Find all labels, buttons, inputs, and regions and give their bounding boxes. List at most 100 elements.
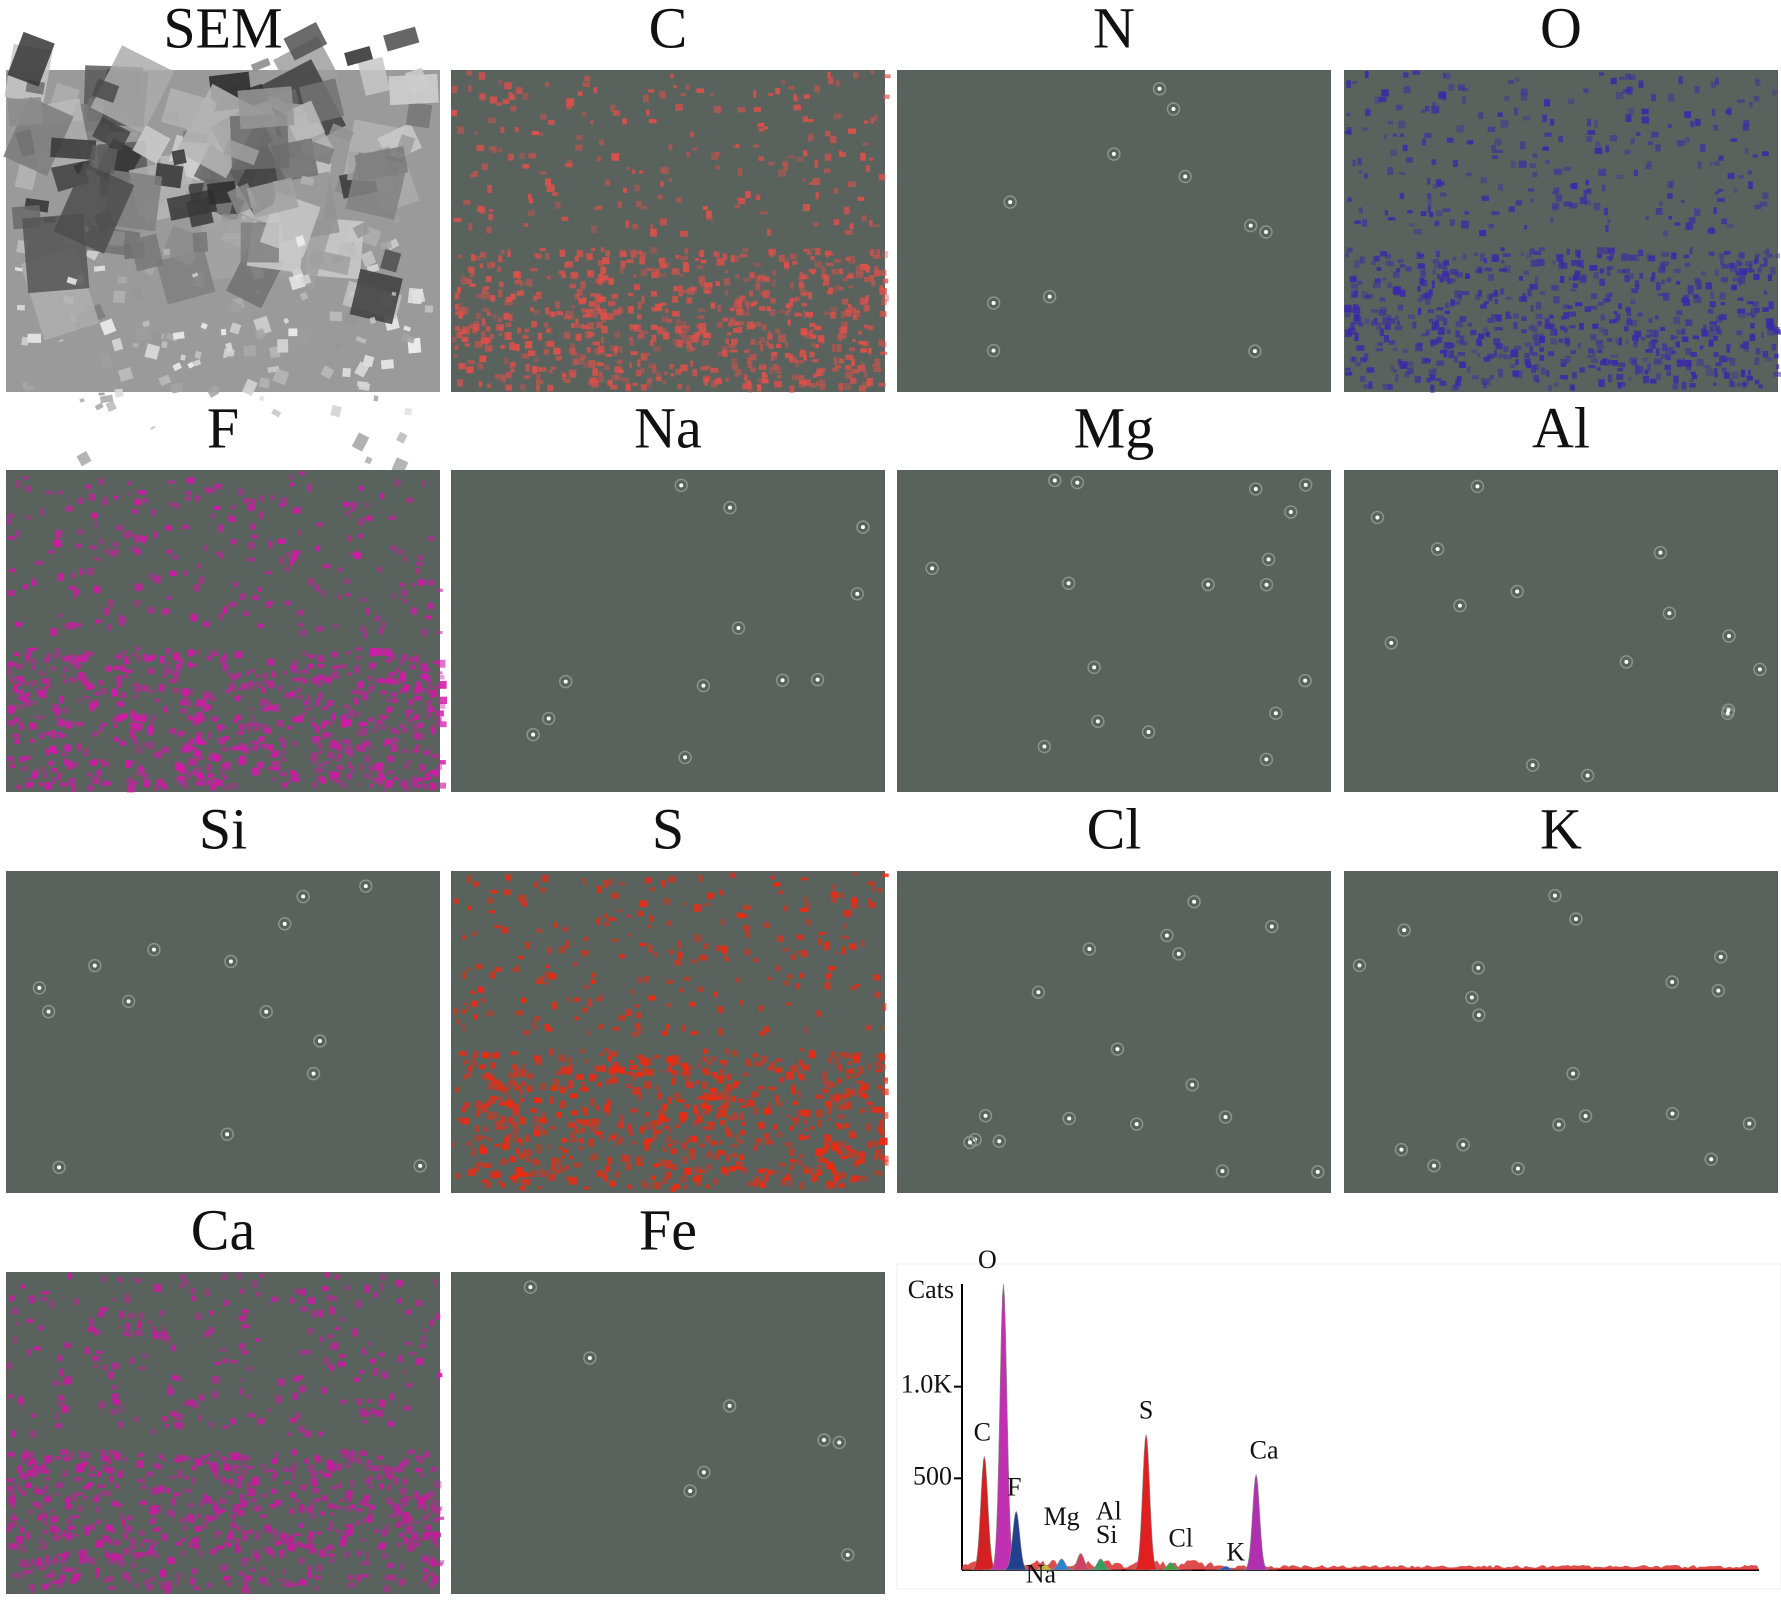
map-signal	[777, 1132, 783, 1138]
map-signal	[74, 589, 78, 596]
map-signal	[251, 499, 255, 505]
map-signal	[363, 773, 371, 778]
map-signal	[1364, 319, 1369, 325]
map-signal	[468, 1066, 471, 1074]
map-signal	[77, 1506, 82, 1512]
map-signal	[187, 701, 191, 707]
map-signal	[650, 341, 654, 346]
map-signal	[803, 116, 808, 122]
map-signal	[132, 509, 138, 514]
map-signal	[877, 1086, 882, 1090]
map-signal	[307, 484, 311, 492]
map-signal	[1758, 268, 1762, 273]
map-signal	[70, 1493, 78, 1501]
map-signal	[1661, 280, 1665, 284]
map-signal	[467, 967, 471, 971]
map-signal	[580, 1138, 584, 1143]
map-signal	[663, 328, 666, 335]
map-signal	[123, 1533, 126, 1540]
map-signal	[134, 1278, 141, 1283]
map-signal	[355, 551, 360, 555]
map-signal	[438, 717, 441, 722]
map-signal	[826, 973, 830, 979]
map-signal	[1484, 301, 1488, 304]
map-signal	[127, 777, 133, 785]
map-signal	[1552, 203, 1559, 209]
map-background	[451, 70, 885, 392]
map-dot	[1112, 152, 1116, 156]
map-signal	[270, 1571, 273, 1576]
map-signal	[809, 383, 816, 388]
map-signal	[390, 1393, 394, 1400]
map-signal	[1607, 338, 1612, 342]
map-signal	[731, 1096, 735, 1102]
map-signal	[789, 1148, 794, 1156]
map-signal	[1538, 321, 1542, 324]
map-signal	[125, 1323, 130, 1330]
map-signal	[799, 282, 804, 288]
map-signal	[574, 1126, 579, 1133]
map-signal	[462, 1010, 466, 1014]
map-signal	[412, 725, 420, 731]
map-signal	[640, 943, 646, 946]
map-signal	[675, 369, 682, 375]
map-signal	[192, 1477, 195, 1484]
panel-title: K	[1540, 796, 1582, 861]
map-signal	[15, 622, 22, 627]
map-signal	[1651, 339, 1658, 343]
map-signal	[387, 771, 393, 775]
map-signal	[1619, 77, 1625, 80]
map-signal	[386, 1475, 394, 1478]
map-signal	[1428, 309, 1434, 313]
map-signal	[1739, 252, 1745, 258]
map-signal	[146, 742, 154, 749]
map-signal	[564, 379, 571, 384]
map-signal	[1552, 261, 1555, 265]
map-signal	[70, 677, 77, 682]
map-signal	[1393, 286, 1401, 294]
map-signal	[759, 128, 764, 131]
map-signal	[829, 1095, 837, 1103]
map-signal	[480, 1148, 485, 1153]
map-signal	[1393, 348, 1397, 352]
map-signal	[287, 1433, 292, 1436]
map-signal	[844, 207, 849, 215]
map-signal	[17, 1466, 20, 1470]
map-signal	[482, 1179, 489, 1183]
map-signal	[649, 119, 657, 123]
map-signal	[1377, 267, 1382, 271]
sem-texture	[150, 426, 155, 430]
map-signal	[647, 380, 652, 388]
map-signal	[1481, 177, 1487, 183]
panel-title: Al	[1532, 395, 1590, 460]
map-signal	[816, 1010, 822, 1017]
map-signal	[591, 380, 598, 388]
map-signal	[1550, 338, 1556, 344]
map-signal	[102, 1365, 107, 1370]
map-signal	[1345, 313, 1351, 317]
map-signal	[348, 1525, 353, 1529]
map-signal	[637, 911, 644, 916]
map-signal	[663, 167, 669, 174]
map-signal	[396, 1466, 403, 1472]
map-signal	[611, 939, 619, 942]
map-signal	[1710, 326, 1715, 332]
map-signal	[279, 1537, 286, 1545]
map-signal	[1430, 343, 1434, 347]
map-signal	[669, 178, 673, 182]
map-signal	[454, 1087, 460, 1092]
map-signal	[832, 368, 839, 372]
map-signal	[193, 1586, 200, 1590]
map-signal	[699, 323, 707, 328]
map-signal	[430, 1572, 433, 1576]
map-signal	[1443, 208, 1451, 212]
map-signal	[518, 895, 526, 902]
map-signal	[1501, 120, 1509, 128]
map-signal	[1554, 169, 1562, 175]
map-signal	[278, 539, 286, 544]
map-signal	[140, 1367, 146, 1370]
map-signal	[1592, 351, 1595, 358]
map-signal	[1458, 352, 1466, 356]
map-signal	[416, 1358, 424, 1365]
sem-texture	[79, 398, 84, 402]
